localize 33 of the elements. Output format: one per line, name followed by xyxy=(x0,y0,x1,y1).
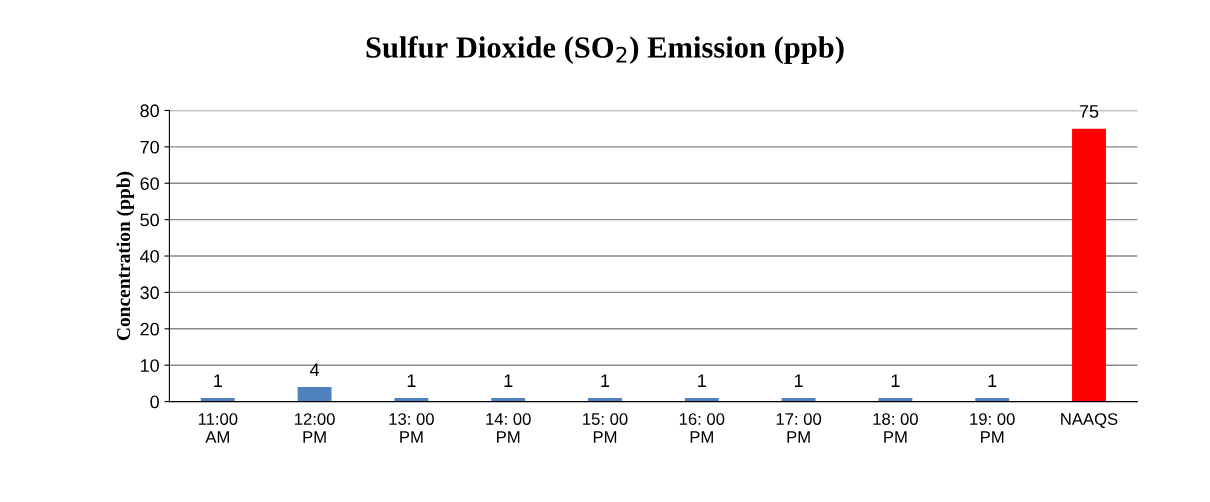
x-tick-label: 14: 00 PM xyxy=(486,413,531,443)
x-tick-label: NAAQS xyxy=(1061,413,1118,428)
data-label: 4 xyxy=(309,363,320,377)
y-tick-label: 10 xyxy=(140,359,159,372)
y-tick-label: 60 xyxy=(140,177,159,190)
data-label: 1 xyxy=(407,374,416,387)
x-tick-label: 15: 00 PM xyxy=(583,413,628,443)
bar xyxy=(297,387,332,402)
x-tick-label: 13: 00 PM xyxy=(389,413,434,443)
bar xyxy=(1072,128,1106,402)
data-label: 1 xyxy=(601,374,610,387)
x-tick-label: 18: 00 PM xyxy=(873,413,918,443)
y-axis-title: Concentration (ppb) xyxy=(116,171,135,341)
x-tick-label: 17: 00 PM xyxy=(776,413,822,443)
data-label: 1 xyxy=(698,374,706,387)
y-tick-label: 20 xyxy=(140,322,159,336)
data-label: 1 xyxy=(794,374,803,387)
data-label: 1 xyxy=(214,374,222,387)
data-label: 1 xyxy=(891,374,900,387)
data-label: 75 xyxy=(1079,105,1099,118)
data-label: 1 xyxy=(988,374,997,387)
x-tick-label: 16: 00 PM xyxy=(679,413,725,443)
x-tick-label: 19: 00 PM xyxy=(970,413,1015,443)
y-tick-label: 50 xyxy=(140,213,159,227)
y-tick-label: 80 xyxy=(140,104,159,118)
y-tick-label: 0 xyxy=(150,395,159,409)
chart-title: Sulfur Dioxide (SO$_{2}$) Emission (ppb) xyxy=(366,35,844,65)
x-tick-label: 12:00 PM xyxy=(295,413,335,443)
y-tick-label: 40 xyxy=(140,249,159,263)
data-label: 1 xyxy=(504,374,513,387)
x-tick-label: 11:00 AM xyxy=(198,413,238,443)
y-tick-label: 30 xyxy=(140,286,159,300)
y-tick-label: 70 xyxy=(140,140,159,154)
